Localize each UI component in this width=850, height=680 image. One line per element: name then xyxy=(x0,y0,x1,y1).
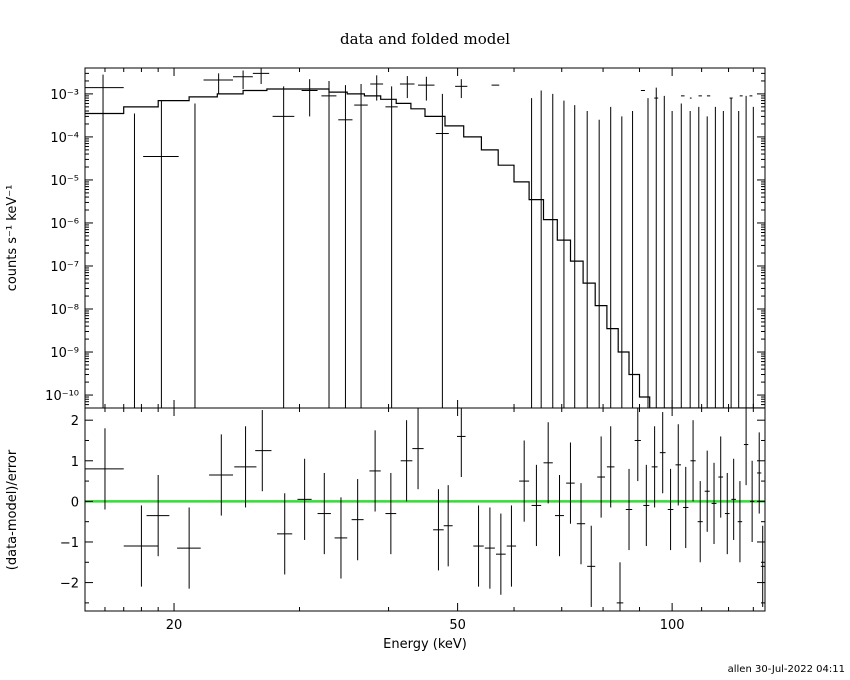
residual-data-point xyxy=(566,442,575,524)
residual-data-point xyxy=(456,408,466,478)
residuals-panel: −2 −1 0 1 2 20 50 100 xyxy=(60,68,766,633)
spectrum-data-point xyxy=(272,86,295,408)
spectrum-data-point xyxy=(399,76,415,99)
spectrum-y-tick-label: 10⁻¹⁰ xyxy=(45,389,79,404)
residual-data-point xyxy=(443,485,453,567)
residual-data-point xyxy=(634,408,641,482)
residual-data-point xyxy=(643,464,650,547)
residual-data-point xyxy=(297,458,312,540)
residual-data-point xyxy=(531,464,542,547)
residual-data-point xyxy=(625,468,633,551)
spectrum-data-point xyxy=(418,76,435,101)
spectrum-frame xyxy=(84,67,766,409)
spectrum-data-point xyxy=(203,73,234,94)
residuals-y-tick-label: −1 xyxy=(60,536,79,551)
spectrum-data-point xyxy=(321,80,337,408)
residual-data-point xyxy=(667,468,674,551)
spectrum-data-point xyxy=(385,86,398,408)
residual-data-point xyxy=(587,525,596,607)
residual-data-point xyxy=(724,472,730,555)
residual-data-point xyxy=(651,426,658,508)
residual-data-point xyxy=(85,428,124,510)
residual-data-point xyxy=(576,483,586,565)
residual-data-point xyxy=(760,525,765,607)
spectrum-data-point xyxy=(301,79,318,117)
residual-data-point xyxy=(519,440,530,522)
footer-timestamp: allen 30-Jul-2022 04:11 xyxy=(728,664,845,675)
residual-data-point xyxy=(718,436,724,518)
residual-data-point xyxy=(351,479,364,561)
residual-data-point xyxy=(749,460,755,542)
spectrum-panel: 10⁻¹⁰ 10⁻⁹ 10⁻⁸ 10⁻⁷ 10⁻⁶ 10⁻⁵ 10⁻⁴ 10⁻³ xyxy=(45,67,766,409)
residual-data-point xyxy=(506,505,517,587)
residual-data-point xyxy=(683,466,689,549)
spectrum-data-point xyxy=(85,74,124,408)
residual-data-point xyxy=(473,505,484,587)
residuals-plot-area xyxy=(85,408,765,611)
residual-data-point xyxy=(400,420,413,502)
residual-data-point xyxy=(555,474,564,557)
residual-data-point xyxy=(146,474,170,557)
residual-data-point xyxy=(277,493,293,575)
residual-data-point xyxy=(433,489,444,571)
residual-data-point xyxy=(369,430,381,512)
residual-data-point xyxy=(757,432,762,514)
spectrum-data-point xyxy=(233,70,253,89)
x-tick-label: 20 xyxy=(166,618,183,633)
residual-data-point xyxy=(737,481,743,563)
residual-data-point xyxy=(711,462,717,545)
residual-data-point xyxy=(743,408,749,486)
residuals-y-tick-label: −2 xyxy=(60,577,79,592)
residual-data-point xyxy=(412,408,424,490)
residual-data-point xyxy=(543,422,553,504)
spectrum-y-axis-label: counts s⁻¹ keV⁻¹ xyxy=(5,185,20,292)
spectrum-data-point xyxy=(455,79,468,99)
spectrum-y-tick-label: 10⁻⁹ xyxy=(50,346,79,361)
residual-data-point xyxy=(675,424,681,506)
residual-data-point xyxy=(334,497,348,579)
spectrum-y-tick-label: 10⁻⁷ xyxy=(50,260,79,275)
model-step-line xyxy=(85,88,765,408)
spectrum-y-tick-label: 10⁻⁶ xyxy=(50,217,79,232)
residual-data-point xyxy=(697,481,703,563)
residuals-y-axis-label: (data-model)/error xyxy=(5,449,20,570)
residual-data-point xyxy=(123,505,159,587)
spectrum-plot-area xyxy=(85,68,765,408)
residuals-frame xyxy=(84,407,766,612)
spectrum-y-tick-label: 10⁻⁵ xyxy=(50,174,79,189)
chart-title: data and folded model xyxy=(340,30,510,48)
spectrum-y-tick-label: 10⁻⁸ xyxy=(50,303,79,318)
residual-data-point xyxy=(616,562,624,611)
spectrum-y-tick-label: 10⁻⁴ xyxy=(50,131,79,146)
x-axis-label: Energy (keV) xyxy=(383,637,467,652)
residual-data-point xyxy=(234,426,257,508)
residual-data-point xyxy=(385,472,397,555)
spectrum-y-tick-label: 10⁻³ xyxy=(50,88,79,103)
x-tick-label: 100 xyxy=(660,618,685,633)
spectrum-data-point xyxy=(354,83,368,408)
x-tick-label: 50 xyxy=(449,618,466,633)
residual-data-point xyxy=(606,426,615,508)
residual-data-point xyxy=(255,410,272,492)
residuals-y-tick-label: 0 xyxy=(71,495,79,510)
spectrum-data-point xyxy=(338,85,353,408)
residual-data-point xyxy=(690,420,696,502)
residual-data-point xyxy=(495,513,506,595)
spectrum-data-point xyxy=(370,75,384,101)
residual-data-point xyxy=(177,507,201,589)
residuals-y-tick-label: 1 xyxy=(71,455,79,470)
residual-data-point xyxy=(731,458,736,540)
residual-data-point xyxy=(659,412,666,494)
residual-data-point xyxy=(317,472,331,555)
residual-data-point xyxy=(597,436,605,518)
residual-data-point xyxy=(209,434,234,516)
residuals-y-tick-label: 2 xyxy=(71,414,79,429)
residual-data-point xyxy=(484,507,495,589)
spectrum-data-point xyxy=(143,100,179,408)
residual-data-point xyxy=(704,450,710,532)
spectrum-data-point xyxy=(435,93,449,408)
spectrum-data-point xyxy=(252,68,270,84)
